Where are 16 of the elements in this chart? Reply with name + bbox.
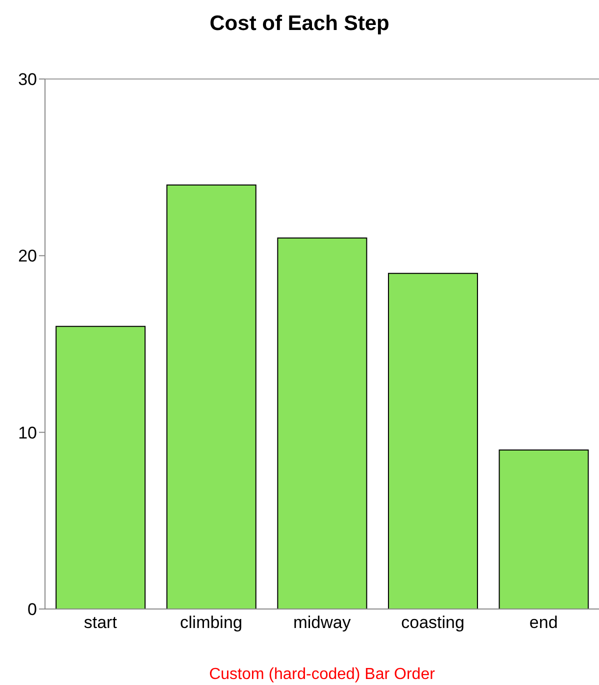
y-tick-label: 0 — [28, 600, 37, 620]
x-tick-label: start — [84, 613, 118, 632]
y-tick-label: 30 — [18, 70, 37, 90]
y-tick-label: 10 — [18, 423, 37, 442]
bar — [388, 272, 478, 609]
x-tick-label: coasting — [401, 613, 464, 632]
x-tick-label: midway — [293, 613, 352, 632]
bar — [277, 238, 368, 609]
bar — [498, 450, 589, 609]
chart-title: Cost of Each Step — [208, 12, 390, 36]
x-tick-label: climbing — [180, 613, 242, 632]
text: Custom (hard-coded) Bar Order — [208, 666, 436, 684]
y-tick-label: 20 — [18, 246, 37, 266]
bar — [56, 326, 146, 609]
bar — [166, 184, 256, 609]
x-tick-label: end — [529, 613, 558, 632]
